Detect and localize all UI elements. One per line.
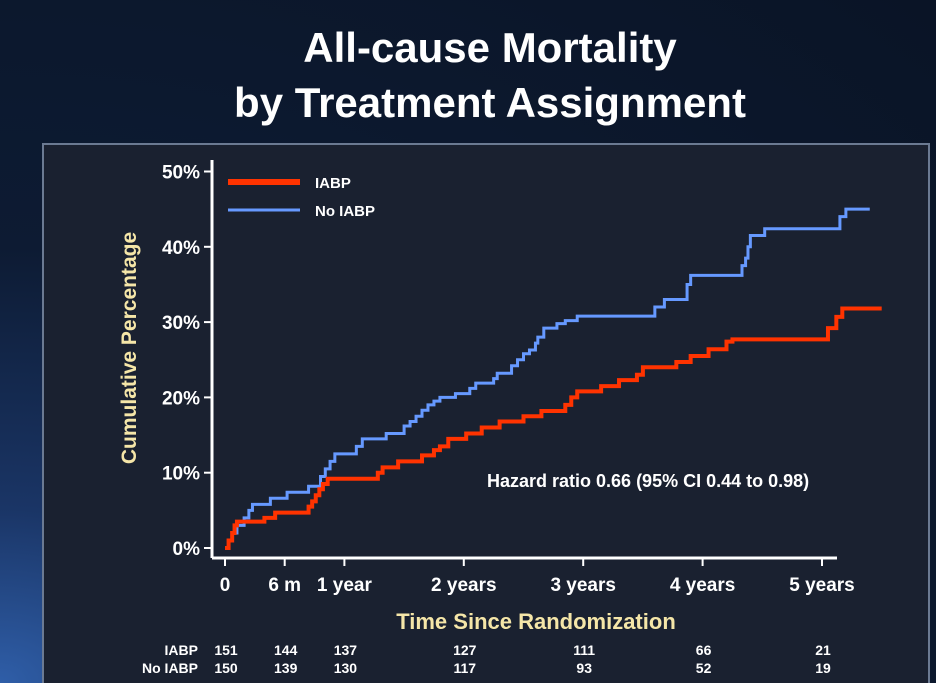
series-line-no-iabp	[225, 207, 870, 550]
risk-row-label: IABP	[165, 642, 198, 658]
x-tick-label: 3 years	[550, 575, 616, 596]
x-tick-label: 1 year	[317, 575, 373, 596]
title-line-1: All-cause Mortality	[303, 24, 677, 71]
hazard-ratio-annotation: Hazard ratio 0.66 (95% CI 0.44 to 0.98)	[487, 471, 809, 491]
y-tick-label: 0%	[173, 539, 201, 560]
x-tick-label: 6 m	[268, 575, 301, 596]
y-tick-label: 30%	[162, 313, 200, 334]
chart-panel	[42, 143, 930, 683]
risk-row-label: No IABP	[142, 660, 198, 676]
risk-cell: 117	[454, 660, 477, 676]
risk-cell: 130	[334, 660, 358, 676]
x-tick-label: 0	[220, 575, 231, 596]
risk-cell: 66	[696, 642, 712, 658]
risk-cell: 144	[274, 642, 298, 658]
title-line-2: by Treatment Assignment	[234, 79, 746, 126]
x-tick-label: 2 years	[431, 575, 497, 596]
series-layer	[225, 207, 882, 550]
axes-layer: 0% 10% 20% 30% 40% 50% 0 6 m 1 year 2 years 3 year…	[162, 160, 855, 596]
risk-table: IABP 151 144 137 127 111 66 21 No IABP 150 139 130 1…	[142, 642, 831, 676]
y-tick-label: 10%	[162, 464, 200, 485]
x-axis-label: Time Since Randomization	[396, 609, 676, 634]
y-tick-label: 50%	[162, 163, 200, 184]
risk-cell: 111	[573, 642, 595, 658]
risk-cell: 19	[815, 660, 831, 676]
x-tick-label: 5 years	[789, 575, 855, 596]
risk-cell: 21	[815, 642, 831, 658]
risk-cell: 150	[214, 660, 238, 676]
y-axis-label: Cumulative Percentage	[118, 232, 141, 464]
risk-cell: 127	[453, 642, 477, 658]
y-tick-label: 40%	[162, 238, 200, 259]
legend-label-iabp: IABP	[315, 175, 351, 192]
legend-label-no-iabp: No IABP	[315, 203, 375, 220]
risk-cell: 52	[696, 660, 712, 676]
chart-title: All-cause Mortality by Treatment Assignm…	[0, 20, 936, 130]
risk-cell: 139	[274, 660, 298, 676]
y-tick-label: 20%	[162, 388, 200, 409]
series-line-iabp	[225, 306, 882, 550]
risk-cell: 137	[334, 642, 358, 658]
risk-cell: 151	[214, 642, 238, 658]
x-tick-label: 4 years	[670, 575, 736, 596]
risk-cell: 93	[576, 660, 592, 676]
legend: IABP No IABP	[228, 175, 375, 220]
